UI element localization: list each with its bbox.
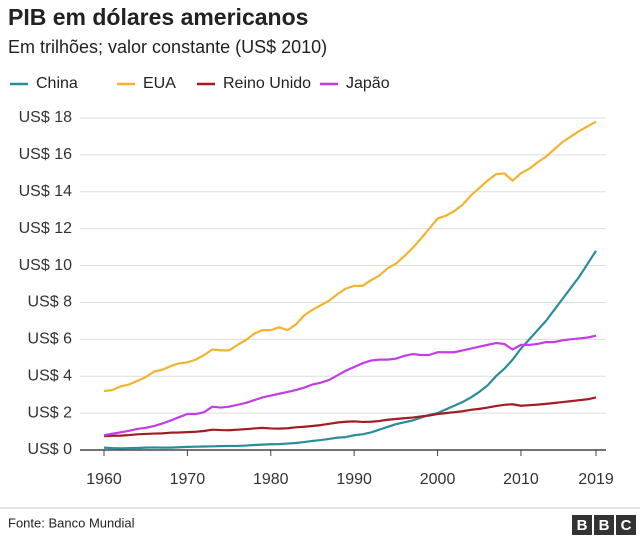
legend-label: Japão bbox=[346, 75, 390, 92]
x-tick-label: 1990 bbox=[336, 471, 372, 488]
legend-label: EUA bbox=[143, 75, 176, 92]
y-tick-label: US$ 6 bbox=[28, 331, 73, 348]
x-tick-label: 1980 bbox=[253, 471, 289, 488]
x-tick-label: 2000 bbox=[420, 471, 456, 488]
logo-box bbox=[616, 515, 636, 535]
series-line bbox=[103, 334, 597, 437]
logo-letter: B bbox=[577, 517, 588, 534]
legend-label: Reino Unido bbox=[223, 75, 311, 92]
series-line bbox=[103, 250, 597, 450]
logo-box bbox=[572, 515, 592, 535]
logo-box bbox=[594, 515, 614, 535]
x-tick-label: 2010 bbox=[503, 471, 539, 488]
y-tick-label: US$ 18 bbox=[19, 109, 72, 126]
series-line bbox=[103, 396, 597, 438]
y-tick-label: US$ 0 bbox=[28, 441, 73, 458]
chart-title: PIB em dólares americanos bbox=[8, 4, 308, 30]
y-tick-label: US$ 2 bbox=[28, 404, 73, 421]
y-tick-label: US$ 16 bbox=[19, 146, 72, 163]
y-tick-label: US$ 10 bbox=[19, 257, 72, 274]
x-tick-label: 1960 bbox=[86, 471, 122, 488]
legend-label: China bbox=[36, 75, 78, 92]
x-tick-label: 2019 bbox=[578, 471, 614, 488]
y-tick-label: US$ 8 bbox=[28, 294, 73, 311]
logo-letter: B bbox=[599, 517, 610, 534]
source: Fonte: Banco Mundial bbox=[8, 515, 135, 530]
chart-subtitle: Em trilhões; valor constante (US$ 2010) bbox=[8, 37, 327, 57]
y-tick-label: US$ 14 bbox=[19, 183, 72, 200]
x-tick-label: 1970 bbox=[170, 471, 206, 488]
series-line bbox=[103, 120, 597, 393]
logo-letter: C bbox=[621, 517, 632, 534]
y-tick-label: US$ 12 bbox=[19, 220, 72, 237]
y-tick-label: US$ 4 bbox=[28, 367, 73, 384]
